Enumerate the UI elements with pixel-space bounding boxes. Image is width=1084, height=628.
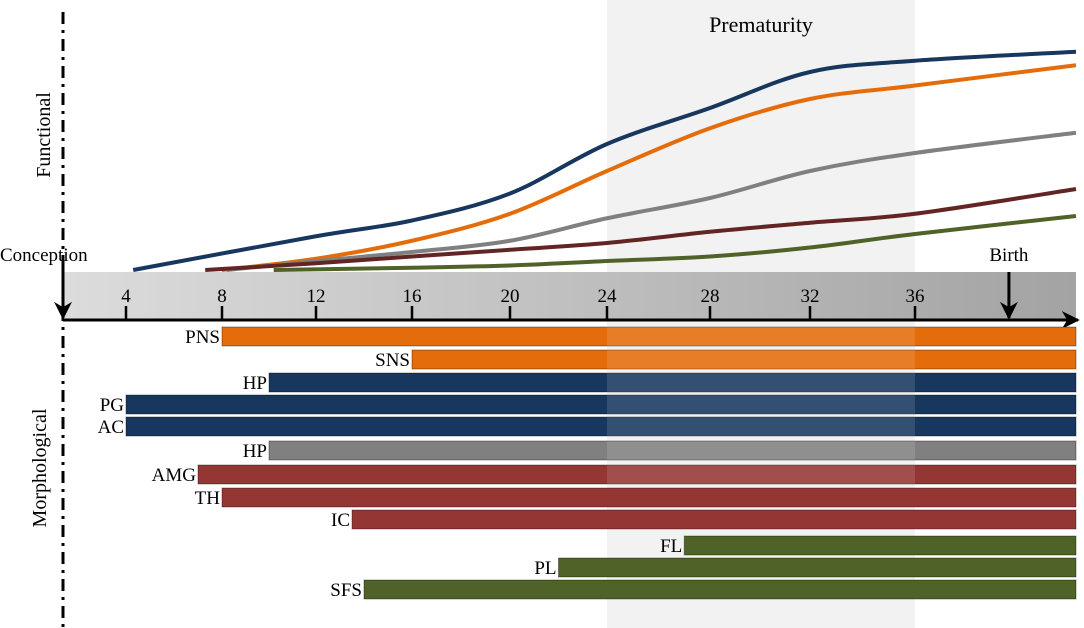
bar-label-hp: HP (243, 373, 267, 394)
prematurity-overlay-segment (607, 350, 915, 369)
bar-pg (125, 394, 1077, 415)
bar-hp (268, 440, 1077, 461)
bar-sfs (363, 579, 1077, 600)
axis-tick-label: 36 (906, 286, 925, 307)
prematurity-overlay-segment (607, 465, 915, 484)
bar-pns (221, 326, 1077, 347)
axis-tick-label: 12 (307, 286, 326, 307)
axis-ticks: 4 8 12 16 20 24 28 32 36 (121, 286, 925, 320)
axis-tick-label: 24 (598, 286, 618, 307)
functional-curve-navy (132, 49, 1077, 272)
axis-tick-label: 8 (217, 286, 227, 307)
bar-label-fl: FL (660, 536, 682, 557)
bar-label-pg: PG (100, 395, 125, 416)
prematurity-overlay (607, 327, 915, 484)
prematurity-label: Prematurity (709, 12, 813, 37)
morphological-label: Morphological (29, 408, 51, 527)
axis-tick-label: 16 (403, 286, 422, 307)
timeline-axis-band (63, 272, 1076, 320)
bar-label-sns: SNS (375, 350, 410, 371)
bar-label-pl: PL (534, 558, 556, 579)
bar-label-ic: IC (331, 510, 350, 531)
prematurity-overlay-segment (607, 327, 915, 346)
axis-tick-label: 32 (801, 286, 820, 307)
axis-tick-label: 28 (701, 286, 720, 307)
conception-label: Conception (0, 245, 88, 266)
axis-tick-label: 20 (501, 286, 520, 307)
functional-curve-dark-red (205, 187, 1077, 272)
functional-curve-green (273, 214, 1077, 272)
bar-pl (558, 557, 1077, 578)
birth-label: Birth (989, 245, 1029, 266)
functional-curves (132, 49, 1077, 272)
bar-fl (683, 535, 1077, 556)
functional-curve-grey (226, 130, 1077, 272)
bar-th (221, 487, 1077, 508)
bar-label-sfs: SFS (330, 580, 362, 601)
functional-label: Functional (33, 92, 55, 178)
axis-tick-label: 4 (121, 286, 131, 307)
prematurity-overlay-segment (607, 395, 915, 414)
prematurity-overlay-segment (607, 417, 915, 436)
bar-label-ac: AC (98, 417, 124, 438)
prematurity-overlay-segment (607, 373, 915, 392)
bar-hp (268, 372, 1077, 393)
bar-amg (197, 464, 1077, 485)
bar-sns (411, 349, 1077, 370)
functional-curve-orange (221, 63, 1077, 272)
prematurity-overlay-segment (607, 441, 915, 460)
bar-label-th: TH (195, 488, 221, 509)
bar-ac (125, 416, 1077, 437)
bar-label-amg: AMG (152, 465, 197, 486)
bar-label-hp: HP (243, 441, 267, 462)
bar-label-pns: PNS (185, 327, 220, 348)
bar-ic (351, 509, 1077, 530)
